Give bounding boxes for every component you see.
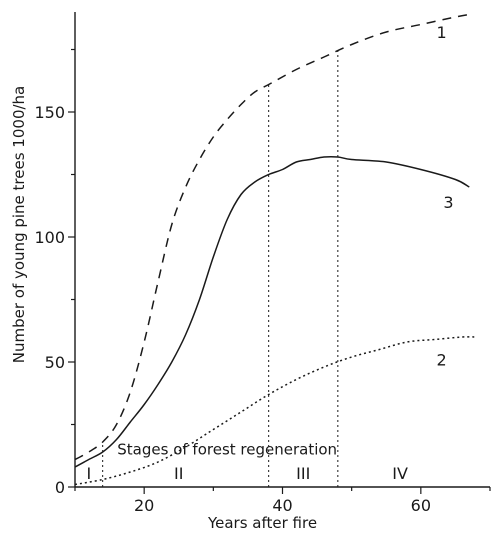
y-tick-label: 150 bbox=[34, 103, 65, 122]
stage-label-IV: IV bbox=[392, 464, 408, 483]
series-line-3 bbox=[74, 155, 470, 468]
y-tick-label: 100 bbox=[34, 228, 65, 247]
stage-label-III: III bbox=[296, 464, 310, 483]
y-axis-title: Number of young pine trees 1000/ha bbox=[10, 86, 28, 364]
x-tick-label: 20 bbox=[134, 496, 154, 515]
series-label-2: 2 bbox=[436, 351, 446, 370]
series-label-1: 1 bbox=[436, 23, 446, 42]
x-tick-label: 40 bbox=[272, 496, 292, 515]
stage-label-I: I bbox=[86, 464, 91, 483]
stages-annotation: Stages of forest regeneration bbox=[117, 441, 337, 459]
series-label-3: 3 bbox=[443, 193, 453, 212]
x-tick-label: 60 bbox=[411, 496, 431, 515]
stage-label-II: II bbox=[174, 464, 183, 483]
axes: 0 50 100 150 20 40 60 bbox=[34, 12, 491, 515]
stage-boundary-lines bbox=[102, 50, 339, 487]
y-tick-label: 0 bbox=[55, 478, 65, 497]
y-tick-label: 50 bbox=[45, 353, 65, 372]
series-group bbox=[74, 13, 477, 486]
series-line-1 bbox=[74, 13, 470, 461]
x-axis-title: Years after fire bbox=[207, 514, 317, 532]
series-line-2 bbox=[74, 336, 477, 486]
